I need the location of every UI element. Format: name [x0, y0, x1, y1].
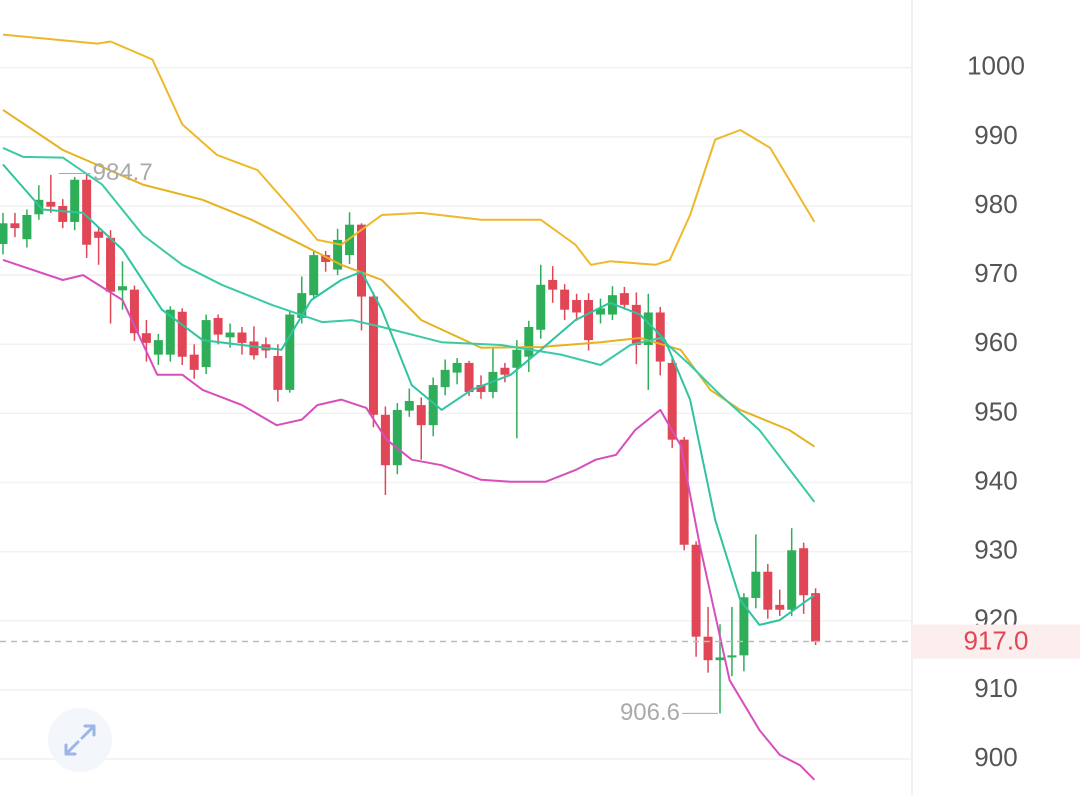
candle-body — [237, 332, 247, 343]
last-price-label: 917.0 — [963, 625, 1028, 655]
candle-body — [763, 571, 773, 610]
candle-body — [464, 362, 474, 392]
y-tick-label: 950 — [974, 396, 1017, 426]
candle-body — [751, 571, 761, 598]
candle-body — [775, 604, 785, 610]
candle-body — [440, 369, 450, 388]
candle-body — [70, 179, 80, 222]
candle-body — [357, 224, 366, 297]
candle-body — [153, 340, 163, 355]
candle-body — [404, 400, 414, 411]
candle-body — [524, 326, 534, 357]
candle-body — [345, 224, 355, 256]
last-price-tag — [912, 624, 1080, 659]
y-tick-label: 1000 — [967, 51, 1025, 81]
indicator-line — [2, 109, 815, 448]
y-tick-label: 960 — [974, 327, 1017, 357]
candle-body — [165, 309, 175, 355]
candle-body — [189, 354, 199, 370]
candle-body — [392, 409, 402, 466]
candle-body — [631, 304, 641, 345]
candle-body — [10, 223, 20, 229]
candle-body — [548, 279, 558, 290]
candle-body — [739, 597, 749, 656]
candle-body — [500, 367, 510, 375]
candle-body — [94, 231, 104, 238]
candle-body — [584, 300, 594, 341]
indicator-line — [2, 258, 816, 781]
candle-body — [607, 295, 617, 315]
indicator-line — [2, 33, 816, 266]
expand-button[interactable] — [48, 708, 112, 772]
candle-body — [380, 414, 390, 466]
candle-body — [129, 289, 139, 334]
candle-body — [141, 333, 151, 343]
y-tick-label: 990 — [974, 120, 1017, 150]
candle-body — [321, 255, 331, 263]
candle-body — [536, 284, 546, 330]
candle-body — [46, 201, 56, 207]
candle-body — [22, 214, 32, 240]
candle-body — [177, 311, 187, 357]
candle-body — [691, 544, 701, 637]
candle-body — [297, 293, 307, 318]
candle-body — [799, 548, 809, 596]
candle-body — [715, 657, 725, 661]
candle-body — [368, 296, 378, 415]
y-tick-label: 970 — [974, 258, 1017, 288]
candle-body — [512, 349, 522, 368]
candle-body — [34, 199, 44, 215]
candle-body — [249, 341, 259, 356]
candle-body — [201, 320, 211, 368]
candle-body — [596, 308, 605, 315]
candle-body — [643, 312, 653, 345]
y-tick-label: 940 — [974, 465, 1017, 495]
candle-body — [285, 314, 295, 390]
candle-body — [309, 255, 319, 296]
candle-body — [333, 239, 343, 270]
candle-body — [560, 289, 570, 310]
candle-body — [416, 405, 426, 426]
candle-body — [118, 286, 127, 291]
candle-body — [82, 179, 92, 245]
candle-body — [703, 636, 713, 661]
candle-body — [667, 362, 677, 440]
candle-body — [58, 206, 68, 222]
candle-body — [0, 223, 8, 245]
candle-body — [679, 439, 689, 545]
candle-body — [273, 356, 283, 390]
y-tick-label: 910 — [974, 673, 1017, 703]
indicator-line — [2, 146, 816, 503]
low-label: 906.6 — [620, 699, 680, 726]
candle-body — [213, 318, 223, 335]
candle-body — [619, 293, 629, 305]
candle-body — [476, 385, 486, 392]
high-label: 984.7 — [93, 159, 153, 186]
candle-body — [811, 593, 821, 642]
indicator-line — [2, 163, 815, 626]
candle-body — [428, 385, 438, 426]
candle-body — [225, 332, 235, 338]
y-tick-label: 900 — [974, 742, 1017, 772]
candle-body — [106, 237, 116, 292]
candle-body — [787, 550, 797, 610]
candle-body — [727, 655, 737, 658]
candle-body — [572, 300, 582, 313]
y-tick-label: 980 — [974, 189, 1017, 219]
candle-body — [452, 362, 462, 373]
y-tick-label: 930 — [974, 535, 1017, 565]
